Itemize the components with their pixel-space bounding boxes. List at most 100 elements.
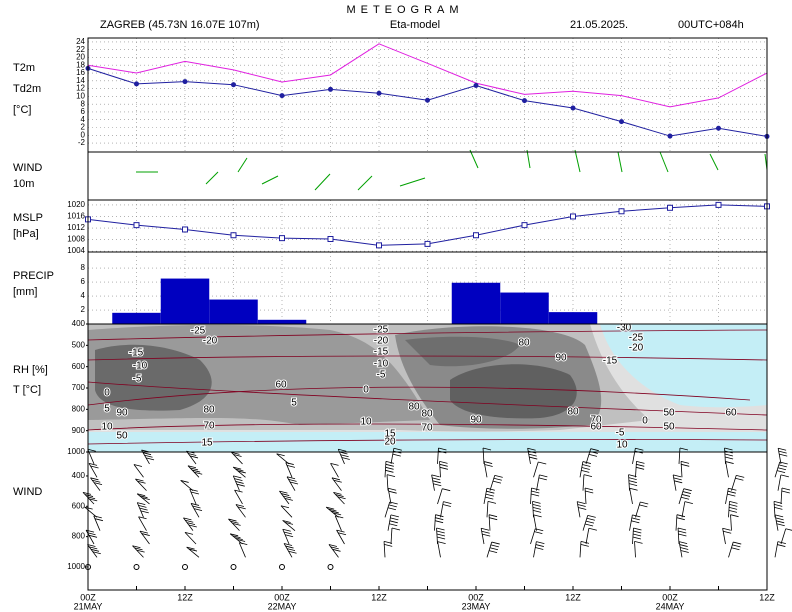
wind-barb xyxy=(636,460,645,464)
wind-barb xyxy=(235,481,244,484)
wind-staff xyxy=(672,474,677,491)
wind-staff xyxy=(136,502,144,518)
rh-label: 90 xyxy=(555,353,567,364)
wind-barb xyxy=(84,506,93,510)
wind-barb xyxy=(82,491,92,495)
wind-barb xyxy=(531,490,540,494)
wind-staff xyxy=(386,474,389,491)
wind-barb xyxy=(633,530,642,534)
wind-barb xyxy=(90,465,99,469)
wind-staff xyxy=(235,504,246,518)
wind-barb xyxy=(776,520,785,524)
y-tick-label: 1016 xyxy=(67,212,85,221)
wind-barb xyxy=(532,509,542,513)
isotherm xyxy=(87,423,768,431)
wind-barb xyxy=(237,470,246,474)
wind-barb xyxy=(633,533,642,537)
station: ZAGREB (45.73N 16.07E 107m) xyxy=(100,19,260,31)
wind-barb xyxy=(285,545,294,549)
wind-barb xyxy=(333,491,342,495)
wind-barb xyxy=(141,497,150,500)
marker xyxy=(716,125,721,131)
wind-barb xyxy=(490,544,499,548)
wind-barb xyxy=(286,464,296,468)
wind-barb xyxy=(93,515,102,519)
wind-barb xyxy=(636,466,645,470)
unit-label: [mm] xyxy=(13,286,37,298)
wind-staff xyxy=(187,465,200,478)
wind-staff xyxy=(582,515,589,531)
date-label: 23MAY xyxy=(462,601,491,611)
date-label: 21MAY xyxy=(74,601,103,611)
date: 21.05.2025. xyxy=(570,19,628,31)
wind-barb xyxy=(205,171,219,185)
wind-staff xyxy=(635,461,637,478)
wind-barb xyxy=(491,541,500,545)
wind-staff xyxy=(440,501,444,518)
wind-barb xyxy=(90,477,99,481)
wind-staff xyxy=(88,463,98,478)
wind-staff xyxy=(283,543,293,558)
wind-barb xyxy=(730,514,739,518)
wind-barb xyxy=(132,545,141,549)
wind-barb xyxy=(529,456,538,460)
wind-staff xyxy=(276,453,290,465)
wind-staff xyxy=(234,489,243,505)
wind-staff xyxy=(530,528,536,545)
rh-label: 80 xyxy=(421,409,433,420)
marker xyxy=(279,93,285,99)
wind-barb xyxy=(723,530,732,534)
y-tick-label: 2 xyxy=(81,305,86,314)
wind-staff xyxy=(336,529,345,545)
wind-staff xyxy=(238,542,246,558)
wind-staff xyxy=(331,477,342,491)
wind-barb xyxy=(333,479,342,483)
wind-barb xyxy=(531,493,540,497)
wind-barb xyxy=(231,451,240,455)
temp-label: 10 xyxy=(360,417,372,428)
wind-staff xyxy=(584,487,587,505)
wind-barb xyxy=(777,544,786,547)
wind-barb xyxy=(780,474,789,478)
wind-barb xyxy=(435,514,444,518)
wind-barb xyxy=(338,448,347,452)
wind-barb xyxy=(617,151,623,173)
y-tick-label: 4 xyxy=(81,291,86,300)
wind-barb xyxy=(680,496,690,500)
wind-staff xyxy=(780,487,783,505)
wind-barb xyxy=(639,504,648,508)
wind-barb xyxy=(588,527,597,531)
y-tick-label: 2 xyxy=(81,123,86,132)
temp-label: -25 xyxy=(629,333,644,344)
x-tick-label: 12Z xyxy=(177,592,193,602)
y-tick-label: 1008 xyxy=(67,235,85,244)
marker xyxy=(424,240,431,247)
wind-barb xyxy=(485,493,494,497)
marker xyxy=(570,105,576,111)
wind-barb xyxy=(233,454,242,457)
wind-staff xyxy=(133,464,144,478)
wind-barb xyxy=(582,461,591,464)
series-label: MSLP xyxy=(13,212,43,224)
wind-barb xyxy=(139,530,149,534)
y-tick-label: 800 xyxy=(72,404,86,413)
wind-barb xyxy=(684,501,693,504)
wind-barb xyxy=(233,466,242,470)
wind-barb xyxy=(481,527,490,531)
wind-barb xyxy=(141,533,150,536)
wind-barb xyxy=(487,500,497,504)
wind-barb xyxy=(391,527,401,531)
wind-staff xyxy=(328,544,339,558)
wind-barb xyxy=(482,533,491,537)
wind-staff xyxy=(777,474,782,491)
title: METEOGRAM xyxy=(346,4,463,16)
wind-barb xyxy=(436,527,445,531)
bar xyxy=(160,278,210,324)
temp-label: -5 xyxy=(377,370,386,381)
wind-barb xyxy=(326,506,335,510)
wind-barb xyxy=(532,503,541,507)
y-tick-label: 4 xyxy=(81,115,86,124)
wind-staff xyxy=(489,475,496,491)
wind-staff xyxy=(675,514,678,531)
marker xyxy=(328,86,333,92)
